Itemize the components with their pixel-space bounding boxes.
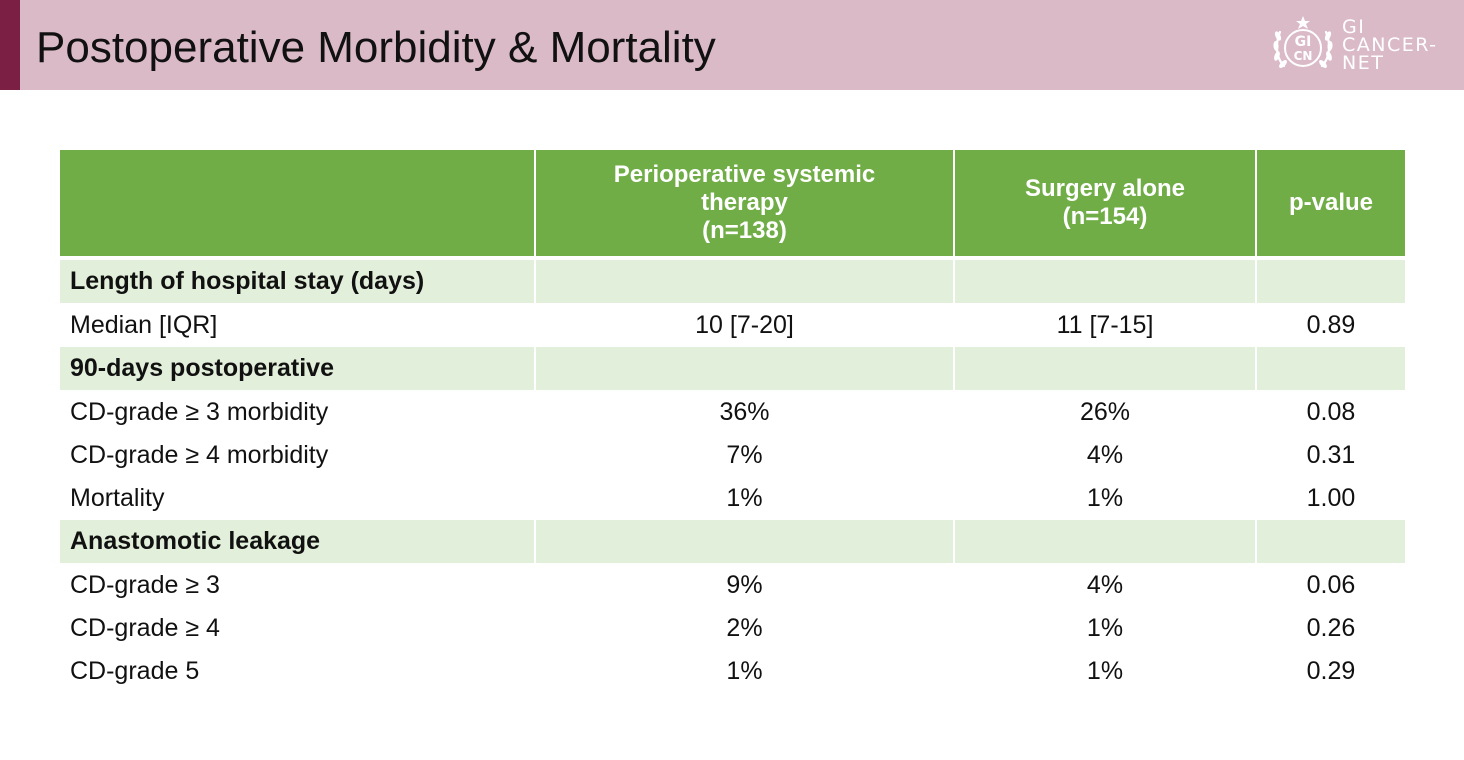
empty-cell <box>535 347 955 391</box>
cell-periop: 10 [7-20] <box>535 303 955 347</box>
title-band: Postoperative Morbidity & Mortality <box>0 0 1464 90</box>
cell-surgery: 11 [7-15] <box>954 303 1257 347</box>
header-periop: Perioperative systemic therapy (n=138) <box>535 150 955 260</box>
outcomes-table: Perioperative systemic therapy (n=138) S… <box>60 150 1405 693</box>
table-row: CD-grade ≥ 3 9% 4% 0.06 <box>60 563 1405 607</box>
empty-cell <box>954 258 1257 304</box>
row-label: CD-grade ≥ 3 <box>60 563 536 607</box>
header-p-value: p-value <box>1256 150 1405 260</box>
slide-title: Postoperative Morbidity & Mortality <box>36 23 716 72</box>
header-periop-line-2: therapy <box>701 189 788 216</box>
empty-cell <box>954 347 1257 391</box>
empty-cell <box>1256 258 1405 304</box>
cell-p-value: 0.08 <box>1256 390 1405 434</box>
header-surgery-line-1: Surgery alone <box>1024 175 1186 202</box>
table-row: CD-grade 5 1% 1% 0.29 <box>60 650 1405 693</box>
logo-line-1: GI <box>1342 16 1366 38</box>
section-label: Anastomotic leakage <box>60 520 536 564</box>
cell-surgery: 1% <box>954 477 1257 520</box>
empty-cell <box>954 520 1257 564</box>
cell-p-value: 0.06 <box>1256 563 1405 607</box>
cell-periop: 9% <box>535 563 955 607</box>
empty-cell <box>1256 520 1405 564</box>
section-label: Length of hospital stay (days) <box>60 258 536 304</box>
cell-p-value: 1.00 <box>1256 477 1405 520</box>
table-row: CD-grade ≥ 3 morbidity 36% 26% 0.08 <box>60 390 1405 434</box>
header-periop-line-3: (n=138) <box>702 217 787 244</box>
cell-periop: 1% <box>535 650 955 693</box>
section-row: Length of hospital stay (days) <box>60 258 1405 304</box>
title-band-accent <box>0 0 20 90</box>
section-row: 90-days postoperative <box>60 347 1405 391</box>
cell-p-value: 0.26 <box>1256 607 1405 650</box>
row-label: CD-grade 5 <box>60 650 536 693</box>
header-surgery: Surgery alone (n=154) <box>954 150 1257 260</box>
cell-p-value: 0.29 <box>1256 650 1405 693</box>
gi-cancer-net-logo: GI CN GI CANCER- NET <box>1270 14 1450 80</box>
cell-p-value: 0.89 <box>1256 303 1405 347</box>
cell-periop: 1% <box>535 477 955 520</box>
cell-p-value: 0.31 <box>1256 434 1405 477</box>
row-label: CD-grade ≥ 4 morbidity <box>60 434 536 477</box>
table-row: Median [IQR] 10 [7-20] 11 [7-15] 0.89 <box>60 303 1405 347</box>
empty-cell <box>535 258 955 304</box>
section-row: Anastomotic leakage <box>60 520 1405 564</box>
row-label: Median [IQR] <box>60 303 536 347</box>
table-row: Mortality 1% 1% 1.00 <box>60 477 1405 520</box>
empty-cell <box>1256 347 1405 391</box>
cell-surgery: 4% <box>954 563 1257 607</box>
row-label: CD-grade ≥ 3 morbidity <box>60 390 536 434</box>
table-row: CD-grade ≥ 4 2% 1% 0.26 <box>60 607 1405 650</box>
cell-surgery: 1% <box>954 650 1257 693</box>
cell-surgery: 4% <box>954 434 1257 477</box>
empty-cell <box>535 520 955 564</box>
cell-surgery: 1% <box>954 607 1257 650</box>
logo-line-3: NET <box>1342 52 1385 74</box>
row-label: CD-grade ≥ 4 <box>60 607 536 650</box>
row-label: Mortality <box>60 477 536 520</box>
table-header-row: Perioperative systemic therapy (n=138) S… <box>60 150 1405 260</box>
laurel-emblem-icon: GI CN <box>1273 16 1333 68</box>
header-empty-cell <box>60 150 536 260</box>
cell-periop: 7% <box>535 434 955 477</box>
cell-periop: 36% <box>535 390 955 434</box>
header-periop-line-1: Perioperative systemic <box>613 161 876 188</box>
logo-emblem-bottom: CN <box>1294 49 1313 63</box>
section-label: 90-days postoperative <box>60 347 536 391</box>
header-surgery-line-2: (n=154) <box>1062 203 1148 230</box>
cell-surgery: 26% <box>954 390 1257 434</box>
logo-emblem-top: GI <box>1295 34 1312 50</box>
cell-periop: 2% <box>535 607 955 650</box>
logo-wordmark: GI CANCER- NET <box>1342 16 1438 74</box>
logo-line-2: CANCER- <box>1342 34 1438 56</box>
table-row: CD-grade ≥ 4 morbidity 7% 4% 0.31 <box>60 434 1405 477</box>
